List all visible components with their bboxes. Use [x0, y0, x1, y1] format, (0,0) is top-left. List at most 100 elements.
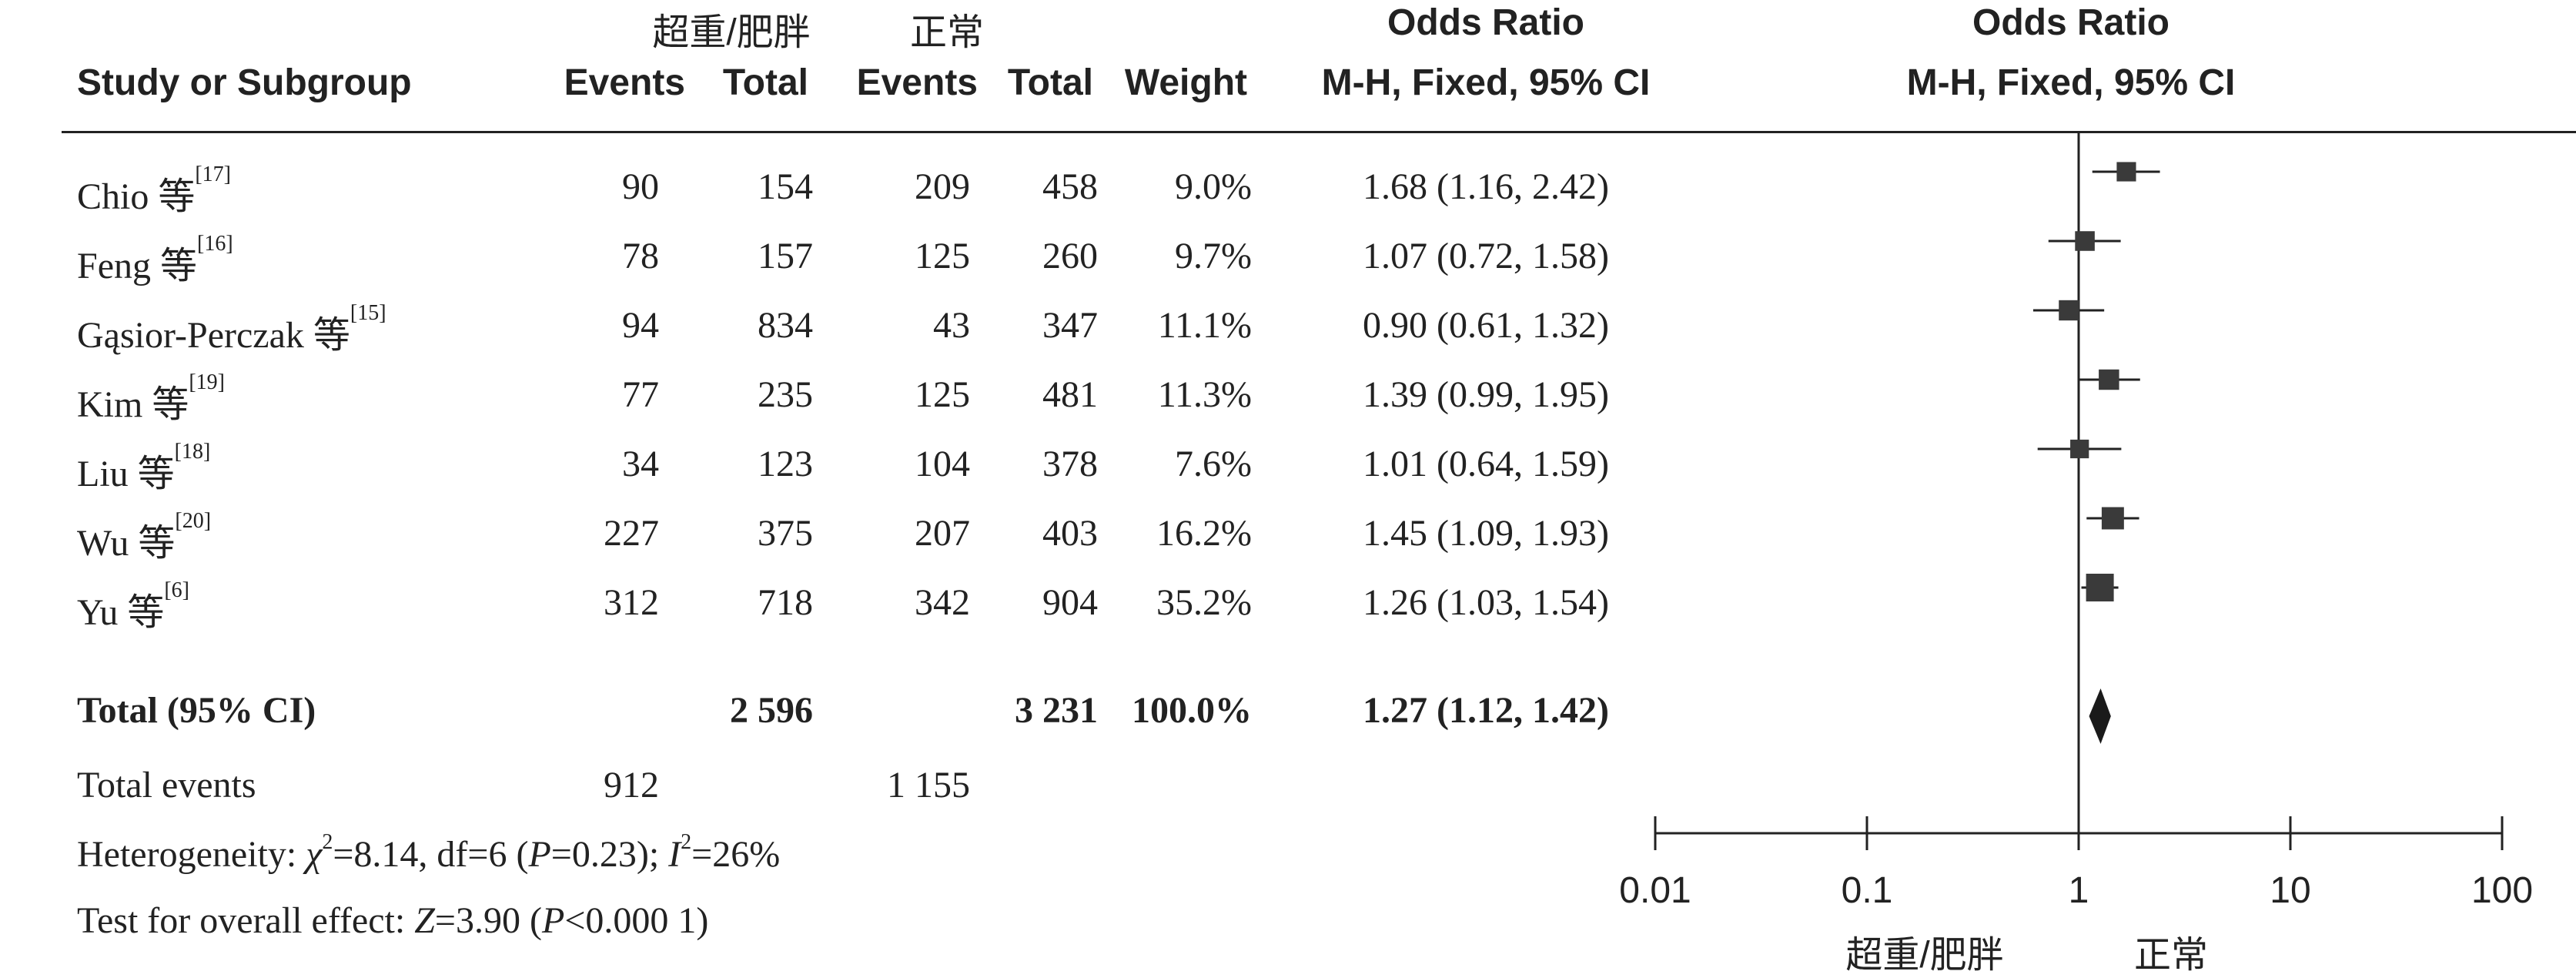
study-name: Yu 等[6]: [77, 578, 190, 635]
study-events1: 78: [622, 236, 659, 276]
study-reference: [20]: [175, 509, 212, 533]
pooled-diamond: [2089, 688, 2111, 744]
study-total2: 403: [1042, 513, 1098, 554]
total-label: Total (95% CI): [77, 690, 316, 731]
total-events2: 1 155: [887, 765, 970, 806]
study-point-estimate: [2070, 439, 2089, 459]
study-ci-text: 1.39 (0.99, 1.95): [1363, 374, 1609, 415]
study-name-text: Chio 等: [77, 176, 196, 217]
study-weight: 7.6%: [1175, 444, 1252, 484]
study-total1: 375: [758, 513, 813, 554]
study-weight: 9.0%: [1175, 166, 1252, 207]
or-column-title: Odds Ratio: [1387, 2, 1584, 43]
study-total2: 481: [1042, 374, 1098, 415]
study-weight: 16.2%: [1156, 513, 1252, 554]
x-tick-label: 10: [2270, 870, 2310, 911]
study-name-text: Feng 等: [77, 246, 198, 286]
study-reference: [6]: [164, 578, 190, 602]
study-name: Liu 等[18]: [77, 440, 211, 497]
study-events2: 125: [915, 236, 970, 276]
study-ci-text: 1.26 (1.03, 1.54): [1363, 582, 1609, 623]
study-name: Gąsior-Perczak 等[15]: [77, 301, 386, 358]
favours-left-label: 超重/肥胖: [1845, 935, 2004, 976]
x-tick-label: 100: [2471, 870, 2533, 911]
study-ci-text: 1.45 (1.09, 1.93): [1363, 513, 1609, 554]
study-name-text: Liu 等: [77, 454, 175, 494]
study-weight: 11.3%: [1157, 374, 1252, 415]
study-events1: 312: [604, 582, 659, 623]
study-name: Wu 等[20]: [77, 509, 212, 566]
group1-header: 超重/肥胖: [652, 12, 811, 53]
study-total2: 347: [1042, 305, 1098, 346]
overall-effect-text: Test for overall effect: Z=3.90 (P<0.000…: [77, 900, 709, 941]
study-total2: 458: [1042, 166, 1098, 207]
study-name: Chio 等[17]: [77, 162, 231, 219]
study-events1: 77: [622, 374, 659, 415]
total1-header: Total: [722, 62, 808, 103]
plot-title: Odds Ratio: [1972, 2, 2170, 43]
study-events2: 104: [915, 444, 970, 484]
study-point-estimate: [2075, 231, 2095, 251]
study-events2: 125: [915, 374, 970, 415]
study-point-estimate: [2099, 369, 2119, 390]
header-rule: [62, 131, 2576, 133]
total-ci: 1.27 (1.12, 1.42): [1363, 690, 1609, 731]
study-events1: 94: [622, 305, 659, 346]
study-events2: 207: [915, 513, 970, 554]
total-events-label: Total events: [77, 765, 256, 806]
study-name-text: Yu 等: [77, 592, 165, 633]
x-tick-label: 1: [2069, 870, 2089, 911]
study-total2: 378: [1042, 444, 1098, 484]
weight-header: Weight: [1124, 62, 1247, 103]
study-total2: 260: [1042, 236, 1098, 276]
study-name: Kim 等[19]: [77, 370, 225, 427]
study-events1: 34: [622, 444, 659, 484]
study-reference: [17]: [195, 162, 232, 186]
group2-header: 正常: [909, 12, 984, 53]
study-events2: 342: [915, 582, 970, 623]
x-tick-label: 0.1: [1842, 870, 1893, 911]
study-point-estimate: [2086, 574, 2114, 601]
study-weight: 35.2%: [1156, 582, 1252, 623]
total2-header: Total: [1007, 62, 1093, 103]
favours-right-label: 正常: [2133, 935, 2208, 976]
study-ci-text: 0.90 (0.61, 1.32): [1363, 305, 1609, 346]
study-reference: [16]: [197, 232, 233, 256]
study-weight: 11.1%: [1157, 305, 1252, 346]
study-total1: 123: [758, 444, 813, 484]
study-total1: 154: [758, 166, 813, 207]
total-weight: 100.0%: [1132, 690, 1252, 731]
study-events2: 43: [933, 305, 970, 346]
events1-header: Events: [564, 62, 685, 103]
plot-method-header: M-H, Fixed, 95% CI: [1906, 62, 2236, 103]
events2-header: Events: [856, 62, 978, 103]
total1-value: 2 596: [730, 690, 813, 731]
study-events1: 90: [622, 166, 659, 207]
study-total1: 235: [758, 374, 813, 415]
total2-value: 3 231: [1015, 690, 1098, 731]
study-ci-text: 1.07 (0.72, 1.58): [1363, 236, 1609, 276]
study-ci-text: 1.68 (1.16, 2.42): [1363, 166, 1609, 207]
study-reference: [18]: [174, 440, 211, 464]
heterogeneity-text: Heterogeneity: χ2=8.14, df=6 (P=0.23); I…: [77, 830, 781, 875]
study-point-estimate: [2059, 300, 2079, 321]
study-ci-text: 1.01 (0.64, 1.59): [1363, 444, 1609, 484]
study-reference: [19]: [189, 370, 225, 394]
study-name-text: Wu 等: [77, 523, 176, 564]
total-events1: 912: [604, 765, 659, 806]
study-name-text: Gąsior-Perczak 等: [77, 315, 350, 356]
study-events1: 227: [604, 513, 659, 554]
study-point-estimate: [2116, 162, 2136, 182]
study-total1: 834: [758, 305, 813, 346]
study-column-header: Study or Subgroup: [77, 62, 412, 103]
study-reference: [15]: [350, 301, 386, 325]
study-name: Feng 等[16]: [77, 232, 233, 289]
study-total1: 157: [758, 236, 813, 276]
study-total1: 718: [758, 582, 813, 623]
study-events2: 209: [915, 166, 970, 207]
x-tick-label: 0.01: [1619, 870, 1691, 911]
study-total2: 904: [1042, 582, 1098, 623]
study-point-estimate: [2101, 507, 2124, 530]
study-weight: 9.7%: [1175, 236, 1252, 276]
